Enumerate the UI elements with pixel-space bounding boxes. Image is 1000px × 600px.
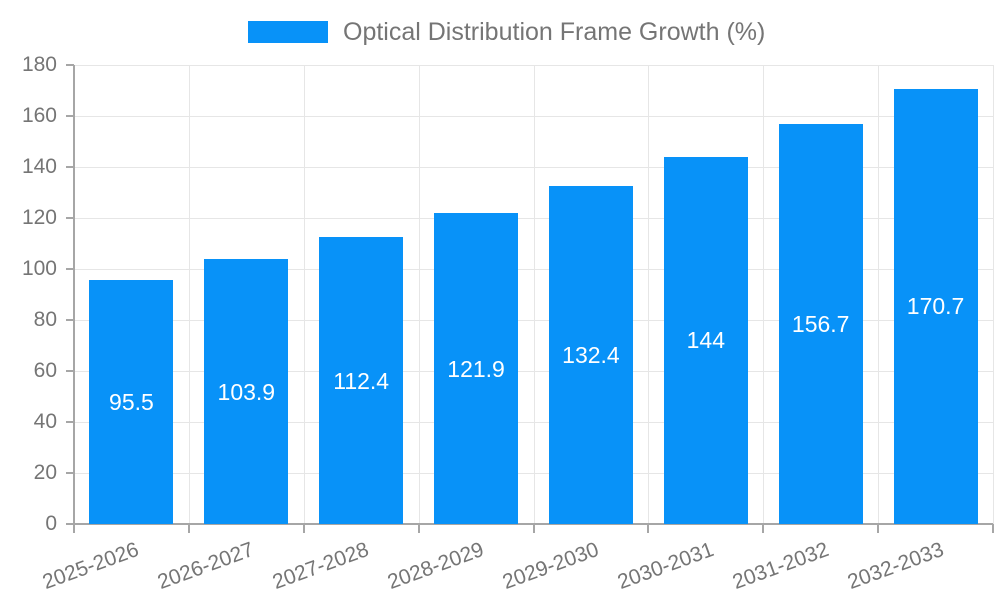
v-gridline (993, 65, 994, 524)
bar-2027-2028[interactable] (319, 237, 404, 524)
y-tick (66, 523, 74, 525)
y-tick (66, 472, 74, 474)
y-tick-label: 160 (21, 104, 57, 127)
y-tick-label: 60 (33, 359, 57, 382)
x-axis-line (66, 523, 993, 525)
y-axis-line (73, 65, 75, 533)
v-gridline (303, 65, 305, 524)
bar-2030-2031[interactable] (663, 156, 748, 524)
bar-2032-2033[interactable] (893, 88, 978, 524)
y-tick (66, 166, 74, 168)
x-tick (647, 524, 650, 533)
bar-2026-2027[interactable] (204, 259, 289, 524)
bar-2028-2029[interactable] (434, 213, 519, 524)
y-tick-label: 0 (45, 512, 57, 535)
y-tick-label: 100 (21, 257, 57, 280)
y-tick (66, 319, 74, 321)
y-tick (66, 115, 74, 117)
x-tick (187, 524, 190, 533)
x-tick (532, 524, 535, 533)
v-gridline (878, 65, 880, 524)
v-gridline (533, 65, 535, 524)
y-tick-label: 120 (21, 206, 57, 229)
x-tick (302, 524, 305, 533)
legend-label: Optical Distribution Frame Growth (%) (343, 18, 766, 46)
bar-2025-2026[interactable] (89, 280, 174, 524)
v-gridline (648, 65, 650, 524)
x-tick (877, 524, 880, 533)
y-tick (66, 268, 74, 270)
bar-2031-2032[interactable] (778, 124, 863, 524)
y-tick-label: 140 (21, 155, 57, 178)
y-tick-label: 20 (33, 461, 57, 484)
y-tick (66, 421, 74, 423)
y-tick (66, 217, 74, 219)
x-tick (73, 524, 75, 533)
v-gridline (418, 65, 420, 524)
v-gridline (188, 65, 190, 524)
x-tick (992, 524, 994, 533)
y-tick-label: 80 (33, 308, 57, 331)
legend-item[interactable]: Optical Distribution Frame Growth (%) (248, 18, 765, 46)
y-tick (66, 64, 74, 66)
v-gridline (763, 65, 765, 524)
y-tick-label: 180 (21, 53, 57, 76)
x-tick (417, 524, 420, 533)
legend-swatch (248, 21, 328, 43)
y-tick (66, 370, 74, 372)
y-tick-label: 40 (33, 410, 57, 433)
x-tick (762, 524, 765, 533)
bar-2029-2030[interactable] (548, 186, 633, 524)
